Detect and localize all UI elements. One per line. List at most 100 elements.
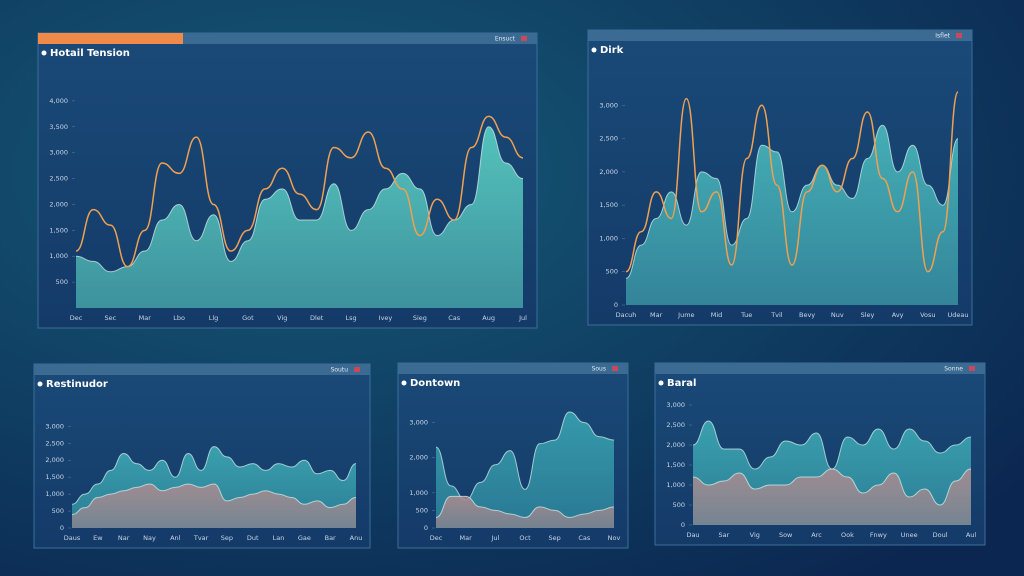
x-tick-label: Ook [841,531,854,539]
x-tick-label: Nuv [831,311,844,319]
chart-title: Restinudor [46,379,108,390]
x-tick-label: Gae [298,534,311,542]
x-tick-label: Aul [966,531,977,539]
x-tick-label: Jume [677,311,694,319]
x-tick-label: Anu [350,534,363,542]
y-tick-label: 2,500 [599,135,618,143]
progress-bar [38,33,183,44]
y-tick-label: 2,000 [49,200,68,208]
y-tick-label: 4,000 [49,97,68,105]
area [436,496,614,528]
x-tick-label: Mar [139,314,152,322]
y-tick-label: 1,500 [599,201,618,209]
y-tick-label: 1,500 [45,473,64,481]
x-tick-label: Nov [608,534,621,542]
x-tick-label: Avy [892,311,904,319]
x-tick-label: Tue [740,311,752,319]
y-tick-label: 1,500 [49,226,68,234]
x-tick-label: Mar [460,534,473,542]
y-tick-label: 1,000 [409,489,428,497]
y-tick-label: 2,000 [666,441,685,449]
y-tick-label: 3,000 [666,401,685,409]
x-tick-label: Vig [750,531,760,539]
x-tick-label: Sley [861,311,875,319]
area-edge [71,483,357,515]
x-tick-label: Sow [779,531,793,539]
y-tick-label: 3,000 [45,422,64,430]
x-tick-label: Vosu [920,311,935,319]
y-tick-label: 0 [681,521,685,529]
x-tick-label: Cas [448,314,461,322]
header-text: Sous [592,366,606,373]
x-tick-label: Sar [718,531,729,539]
y-tick-label: 1,000 [45,490,64,498]
x-tick-label: Mid [711,311,723,319]
x-tick-label: Dau [686,531,699,539]
y-tick-label: 0 [424,524,428,532]
area-edge [692,468,972,506]
title-dot [41,50,47,56]
x-tick-label: Udeau [948,311,969,319]
y-tick-label: 2,000 [599,168,618,176]
x-tick-label: Nar [118,534,130,542]
x-tick-label: Sep [221,534,233,542]
x-tick-label: Sep [549,534,561,542]
x-tick-label: Sec [105,314,117,322]
y-tick-label: 3,000 [409,419,428,427]
x-tick-label: Sieg [413,314,427,322]
x-tick-label: Bar [325,534,336,542]
y-tick-label: 2,500 [666,421,685,429]
y-tick-label: 0 [60,524,64,532]
line [75,115,524,268]
panel-header [34,364,370,375]
x-tick-label: Tvar [193,534,209,542]
y-tick-label: 2,000 [45,456,64,464]
header-icon [521,36,527,41]
header-icon [354,367,360,372]
x-tick-label: Vig [277,314,287,322]
panel-header [38,33,537,44]
x-tick-label: Nay [143,534,156,542]
x-tick-label: Oct [519,534,531,542]
header-icon [969,366,975,371]
header-text: Isflet [935,33,950,40]
area [72,483,356,528]
area-edge [71,446,357,505]
y-tick-label: 3,500 [49,123,68,131]
y-tick-label: 2,500 [45,439,64,447]
x-tick-label: Dut [247,534,259,542]
area-edge [75,126,524,273]
x-tick-label: Ew [93,534,103,542]
panel-header [655,363,985,374]
y-tick-label: 500 [606,268,618,276]
header-text: Ensuct [495,36,516,43]
chart-title: Dontown [410,378,460,389]
x-tick-label: Mar [650,311,663,319]
y-tick-label: 2,000 [409,454,428,462]
panel-header [588,30,972,41]
x-tick-label: Anl [170,534,181,542]
header-icon [612,366,618,371]
title-dot [591,47,597,53]
title-dot [401,380,407,386]
chart-title: Baral [667,378,696,389]
area [693,469,971,525]
y-tick-label: 1,000 [666,481,685,489]
x-tick-label: Doul [933,531,948,539]
x-tick-label: Jul [518,314,527,322]
x-tick-label: Ivey [379,314,393,322]
y-tick-label: 0 [614,301,618,309]
chart-title: Hotail Tension [50,48,130,59]
y-tick-label: 500 [56,278,68,286]
area [76,126,523,308]
y-tick-label: 3,000 [49,149,68,157]
area [626,125,958,305]
panel-header [398,363,628,374]
title-dot [37,381,43,387]
header-icon [956,33,962,38]
x-tick-label: Jul [490,534,499,542]
x-tick-label: Daus [64,534,81,542]
area-edge [435,495,615,518]
y-tick-label: 500 [673,501,685,509]
